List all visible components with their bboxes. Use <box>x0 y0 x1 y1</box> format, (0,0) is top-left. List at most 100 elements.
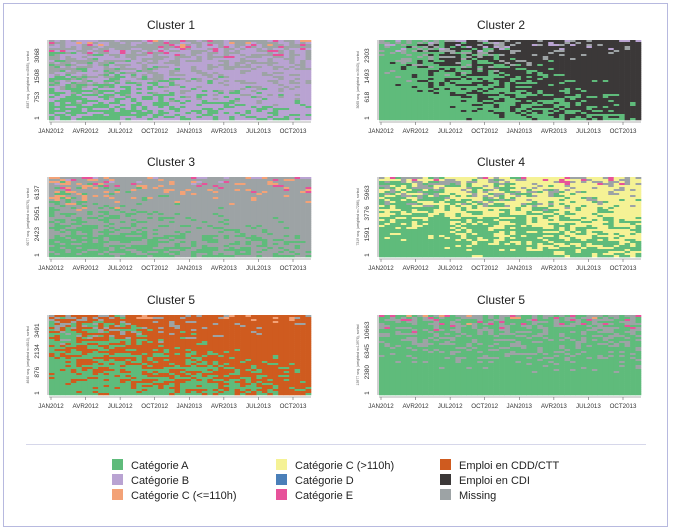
sequence-cell <box>406 40 413 43</box>
sequence-cell <box>70 60 77 63</box>
sequence-cell <box>180 201 186 204</box>
sequence-cell <box>272 199 279 202</box>
sequence-cell <box>400 90 407 93</box>
sequence-index-plot: 4587 seq. (weighted n=4565), sorted17531… <box>26 40 312 135</box>
sequence-cell <box>103 116 110 119</box>
sequence-cell <box>250 112 257 115</box>
sequence-cell <box>152 76 159 79</box>
sequence-cell <box>379 90 385 93</box>
sequence-cell <box>580 78 587 81</box>
x-tick-label: OCT2012 <box>141 128 168 135</box>
sequence-cell <box>455 40 462 43</box>
sequence-cell <box>444 108 451 111</box>
sequence-cell <box>65 108 72 111</box>
sequence-cell <box>240 78 246 81</box>
sequence-cell <box>428 58 434 61</box>
sequence-cell <box>240 44 246 47</box>
sequence-cell <box>65 187 72 190</box>
sequence-cell <box>49 181 55 184</box>
sequence-cell <box>305 114 312 117</box>
sequence-cell <box>119 197 126 200</box>
sequence-cell <box>471 104 478 107</box>
sequence-cell <box>510 60 516 63</box>
sequence-cell <box>87 195 93 198</box>
sequence-cell <box>471 54 478 57</box>
sequence-cell <box>81 80 88 83</box>
sequence-cell <box>119 70 126 73</box>
sequence-cell <box>130 80 137 83</box>
sequence-cell <box>553 50 560 53</box>
sequence-cell <box>174 201 181 204</box>
sequence-cell <box>65 106 72 109</box>
sequence-cell <box>250 203 257 206</box>
sequence-cell <box>98 100 104 103</box>
sequence-cell <box>152 52 159 55</box>
sequence-cell <box>520 54 527 57</box>
sequence-cell <box>169 74 175 77</box>
sequence-cell <box>460 108 467 111</box>
sequence-cell <box>136 52 143 55</box>
sequence-cell <box>267 82 274 85</box>
sequence-cell <box>147 104 154 107</box>
sequence-cell <box>119 80 126 83</box>
sequence-cell <box>114 72 121 75</box>
sequence-cell <box>223 56 230 59</box>
sequence-cell <box>499 58 505 61</box>
sequence-cell <box>125 60 132 63</box>
sequence-cell <box>510 82 516 85</box>
sequence-cell <box>114 42 121 45</box>
sequence-cell <box>207 104 214 107</box>
sequence-cell <box>125 104 132 107</box>
sequence-cell <box>488 52 494 55</box>
sequence-cell <box>515 56 522 59</box>
sequence-cell <box>54 44 61 47</box>
sequence-cell <box>300 86 306 89</box>
sequence-cell <box>422 92 429 95</box>
sequence-cell <box>174 112 181 115</box>
sequence-cell <box>272 68 279 71</box>
sequence-cell <box>169 110 175 113</box>
sequence-cell <box>114 199 121 202</box>
sequence-cell <box>300 62 306 65</box>
sequence-cell <box>548 112 554 115</box>
sequence-cell <box>305 213 312 216</box>
x-tick-label: AVR2012 <box>403 128 430 135</box>
sequence-cell <box>559 104 565 107</box>
sequence-cell <box>499 46 505 49</box>
sequence-cell <box>109 88 115 91</box>
sequence-cell <box>460 118 467 121</box>
sequence-cell <box>218 66 224 69</box>
sequence-cell <box>245 80 252 83</box>
sequence-cell <box>289 118 295 121</box>
sequence-cell <box>147 219 154 222</box>
sequence-cell <box>125 74 132 77</box>
sequence-cell <box>180 54 186 57</box>
sequence-cell <box>389 48 396 51</box>
sequence-cell <box>54 40 61 43</box>
sequence-cell <box>185 48 192 51</box>
sequence-cell <box>515 90 522 93</box>
sequence-cell <box>59 177 66 180</box>
sequence-cell <box>272 54 279 57</box>
sequence-cell <box>223 78 230 81</box>
sequence-cell <box>174 108 181 111</box>
sequence-cell <box>482 82 489 85</box>
sequence-cell <box>223 187 230 190</box>
sequence-cell <box>460 44 467 47</box>
sequence-cell <box>234 92 241 95</box>
sequence-cell <box>395 106 402 109</box>
sequence-cell <box>570 64 576 67</box>
sequence-cell <box>98 217 104 220</box>
sequence-cell <box>444 74 451 77</box>
sequence-cell <box>196 94 203 97</box>
sequence-cell <box>570 40 576 43</box>
sequence-cell <box>87 191 93 194</box>
sequence-cell <box>597 94 604 97</box>
sequence-cell <box>207 213 214 216</box>
sequence-cell <box>59 179 66 182</box>
sequence-cell <box>602 44 609 47</box>
sequence-cell <box>531 100 538 103</box>
sequence-cell <box>59 199 66 202</box>
sequence-cell <box>185 58 192 61</box>
sequence-cell <box>591 58 598 61</box>
